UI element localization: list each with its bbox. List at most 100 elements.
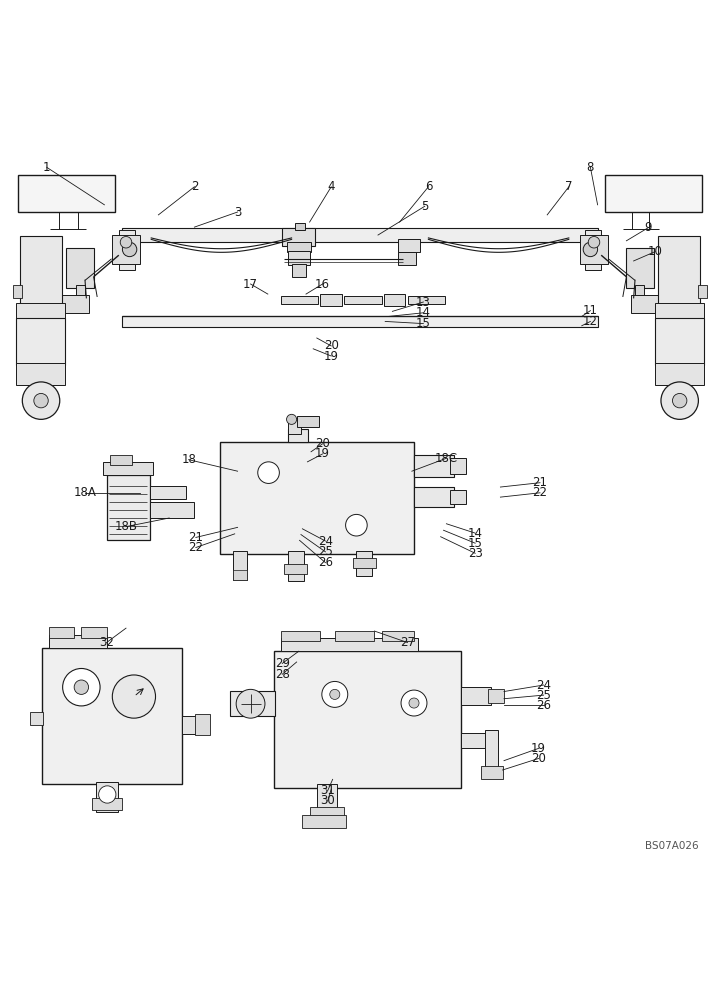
Bar <box>150 486 186 499</box>
Text: 21: 21 <box>189 531 203 544</box>
Bar <box>220 442 414 554</box>
Bar <box>287 242 311 252</box>
Text: 5: 5 <box>421 200 428 213</box>
Text: 30: 30 <box>320 794 335 807</box>
Text: 16: 16 <box>315 277 330 290</box>
Bar <box>195 714 210 735</box>
Bar <box>122 228 598 242</box>
Bar <box>398 239 420 252</box>
Bar <box>414 487 454 507</box>
Text: 15: 15 <box>468 537 482 550</box>
Bar <box>605 175 702 212</box>
Bar <box>233 570 247 580</box>
Text: 26: 26 <box>318 556 333 569</box>
Text: 24: 24 <box>318 535 333 548</box>
Bar <box>42 648 182 784</box>
Bar <box>16 363 65 385</box>
Bar <box>107 475 150 540</box>
Bar <box>382 631 414 641</box>
Text: 14: 14 <box>468 527 482 540</box>
Text: 20: 20 <box>324 339 338 352</box>
Bar <box>103 462 153 475</box>
Bar <box>698 285 707 298</box>
Bar <box>655 318 704 365</box>
Bar <box>110 455 132 465</box>
Bar <box>281 638 418 651</box>
Bar <box>288 429 308 442</box>
Bar <box>66 248 94 288</box>
Circle shape <box>346 514 367 536</box>
Bar <box>49 627 74 638</box>
Bar <box>96 782 118 812</box>
Bar <box>230 691 275 716</box>
Text: 6: 6 <box>425 180 432 193</box>
Bar <box>13 285 22 298</box>
Text: 23: 23 <box>468 547 482 560</box>
Bar <box>317 784 337 820</box>
Bar <box>292 264 306 277</box>
Circle shape <box>122 242 137 257</box>
Circle shape <box>120 236 132 248</box>
Bar <box>335 631 374 641</box>
Text: 18C: 18C <box>435 452 458 465</box>
Bar <box>288 551 304 581</box>
Bar <box>119 230 135 270</box>
Text: 12: 12 <box>583 315 598 328</box>
Text: 22: 22 <box>533 486 547 499</box>
Bar <box>585 230 601 270</box>
Bar <box>414 455 454 477</box>
Text: 26: 26 <box>536 699 551 712</box>
Circle shape <box>588 236 600 248</box>
Bar <box>485 730 498 772</box>
Bar <box>182 716 198 734</box>
Circle shape <box>661 382 698 419</box>
Text: 20: 20 <box>531 752 546 765</box>
Bar <box>658 236 700 316</box>
Text: 29: 29 <box>275 657 289 670</box>
Circle shape <box>672 393 687 408</box>
Circle shape <box>409 698 419 708</box>
Text: 25: 25 <box>536 689 551 702</box>
Bar <box>655 303 704 321</box>
Circle shape <box>112 675 156 718</box>
Bar <box>398 252 416 265</box>
Text: 19: 19 <box>315 447 330 460</box>
Bar <box>635 285 644 306</box>
Bar <box>112 235 140 264</box>
Bar <box>76 285 85 306</box>
Bar <box>81 627 107 638</box>
Circle shape <box>99 786 116 803</box>
Text: 28: 28 <box>275 668 289 681</box>
Circle shape <box>287 414 297 424</box>
Circle shape <box>322 681 348 707</box>
Bar <box>297 416 319 427</box>
Text: 1: 1 <box>43 161 50 174</box>
Bar <box>16 318 65 365</box>
Bar <box>353 558 376 568</box>
Text: 9: 9 <box>644 221 652 234</box>
Bar <box>461 733 488 748</box>
Text: 10: 10 <box>648 245 662 258</box>
Circle shape <box>74 680 89 694</box>
Bar <box>281 631 320 641</box>
Bar <box>461 687 491 705</box>
Bar <box>631 295 668 313</box>
Circle shape <box>236 689 265 718</box>
Text: BS07A026: BS07A026 <box>645 841 698 851</box>
Text: 11: 11 <box>583 304 598 317</box>
Text: 18B: 18B <box>114 520 138 533</box>
Text: 19: 19 <box>531 742 546 755</box>
Bar <box>302 815 346 828</box>
Text: 25: 25 <box>318 545 333 558</box>
Bar <box>288 251 310 265</box>
Circle shape <box>22 382 60 419</box>
Text: 18A: 18A <box>73 486 96 499</box>
Bar <box>408 296 445 304</box>
Text: 4: 4 <box>328 180 335 193</box>
Text: 13: 13 <box>416 296 431 308</box>
Text: 31: 31 <box>320 784 335 797</box>
Bar <box>344 296 382 304</box>
Text: 24: 24 <box>536 679 551 692</box>
Text: 20: 20 <box>315 437 330 450</box>
Circle shape <box>258 462 279 483</box>
